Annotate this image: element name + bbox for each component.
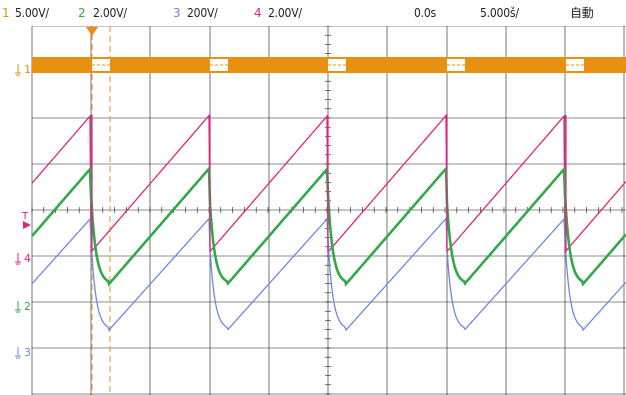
ch4-marker: 4 — [24, 252, 31, 265]
ch2-waveform — [31, 165, 626, 287]
status-bar: 1 5.00V/ 2 2.00V/ 3 200V/ 4 2.00V/ 0.0s … — [0, 0, 626, 26]
ch1-marker: 1 — [24, 63, 31, 76]
ch3-scale[interactable]: 200V/ — [187, 6, 218, 20]
ch1-level-low — [210, 59, 228, 71]
ch1-level-low — [566, 59, 584, 71]
time-cursors[interactable] — [91, 26, 111, 395]
ch4-number[interactable]: 4 — [254, 6, 262, 20]
ch1-digital-trace — [32, 57, 626, 73]
time-scale[interactable]: 5.000š/ — [480, 6, 519, 20]
ch1-level-low — [92, 59, 110, 71]
trigger-level-label: T — [21, 211, 29, 222]
trigger-level-icon — [23, 221, 31, 229]
ch1-level-low — [447, 59, 465, 71]
acquisition-mode[interactable]: 自動 — [570, 6, 594, 20]
ch2-scale[interactable]: 2.00V/ — [93, 6, 127, 20]
ch4-waveform — [31, 113, 626, 254]
analog-traces — [31, 113, 626, 332]
channel-markers[interactable]: 1 4 2 3 T — [15, 63, 31, 359]
time-offset[interactable]: 0.0s — [414, 6, 436, 20]
waveform-display[interactable]: 1 4 2 3 T — [0, 26, 626, 395]
ch2-number[interactable]: 2 — [78, 6, 86, 20]
ch3-waveform — [31, 216, 626, 332]
ch4-scale[interactable]: 2.00V/ — [268, 6, 302, 20]
ch3-marker: 3 — [24, 346, 31, 359]
ch1-scale[interactable]: 5.00V/ — [15, 6, 49, 20]
ch2-marker: 2 — [24, 300, 31, 313]
ch1-level-low — [328, 59, 346, 71]
ch3-number[interactable]: 3 — [173, 6, 181, 20]
ch1-number[interactable]: 1 — [2, 6, 10, 20]
trigger-position-icon[interactable] — [86, 27, 98, 36]
